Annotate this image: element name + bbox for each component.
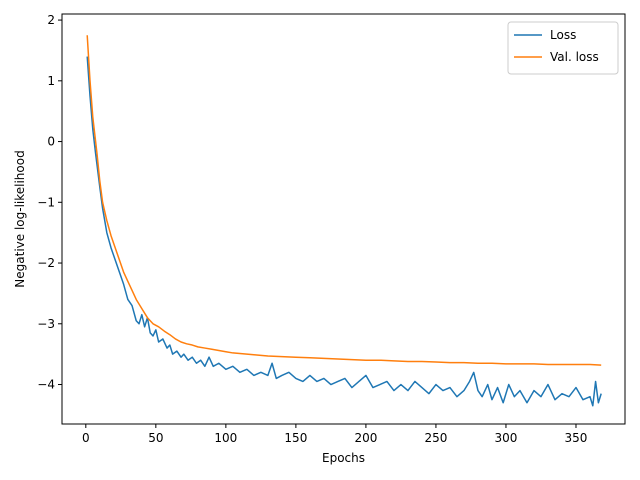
y-tick-label: 1 bbox=[47, 74, 55, 88]
x-tick-label: 350 bbox=[565, 431, 588, 445]
x-tick-label: 250 bbox=[424, 431, 447, 445]
y-tick-label: 0 bbox=[47, 135, 55, 149]
axes-frame bbox=[61, 13, 626, 425]
x-tick-label: 100 bbox=[214, 431, 237, 445]
x-tick-label: 200 bbox=[354, 431, 377, 445]
y-axis-label: Negative log-likelihood bbox=[13, 150, 27, 287]
legend-label: Val. loss bbox=[550, 50, 599, 64]
y-tick-label: −1 bbox=[37, 195, 55, 209]
series-line-loss bbox=[86, 56, 602, 407]
x-tick-label: 300 bbox=[495, 431, 518, 445]
x-tick-label: 0 bbox=[82, 431, 90, 445]
series-line-val-loss bbox=[86, 35, 602, 366]
legend-label: Loss bbox=[550, 28, 576, 42]
x-axis-ticks: 0 50 100 150 200 250 300 350 bbox=[82, 424, 587, 445]
x-axis-label: Epochs bbox=[322, 451, 365, 465]
y-axis-ticks: −4 −3 −2 −1 0 1 2 bbox=[37, 13, 62, 392]
y-tick-label: −2 bbox=[37, 256, 55, 270]
y-tick-label: −3 bbox=[37, 317, 55, 331]
legend: Loss Val. loss bbox=[507, 21, 619, 75]
y-tick-label: 2 bbox=[47, 13, 55, 27]
lines-group bbox=[86, 35, 602, 407]
x-tick-label: 50 bbox=[148, 431, 163, 445]
y-tick-label: −4 bbox=[37, 378, 55, 392]
x-tick-label: 150 bbox=[284, 431, 307, 445]
